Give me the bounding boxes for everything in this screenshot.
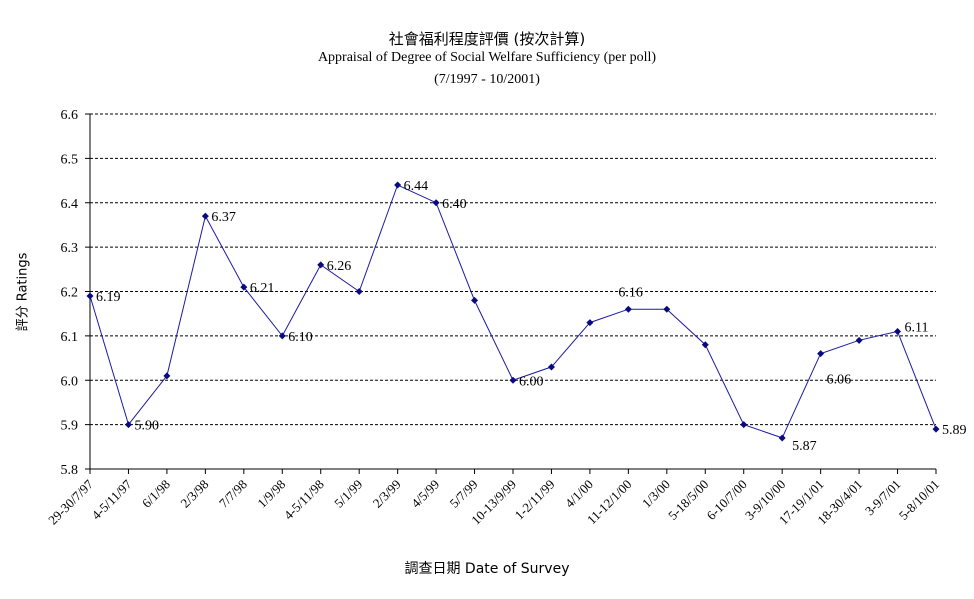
- data-point: [894, 327, 902, 335]
- data-label: 6.37: [211, 210, 236, 225]
- data-point: [471, 296, 479, 304]
- y-tick-label: 6.6: [61, 108, 79, 123]
- y-tick-label: 6.5: [61, 152, 79, 167]
- data-point: [240, 283, 248, 291]
- data-label: 6.06: [827, 373, 852, 388]
- x-tick-label: 5-18/5/00: [665, 477, 711, 523]
- y-tick-label: 5.9: [61, 419, 79, 434]
- data-labels: 6.19 5.90 6.37 6.21 6.10 6.26 6.44 6.40 6.00 6.16…: [96, 179, 967, 454]
- x-tick-label: 4/5/99: [408, 477, 442, 511]
- data-label: 6.10: [288, 330, 313, 345]
- data-point: [932, 425, 940, 433]
- x-tick-label: 1-2/11/99: [512, 477, 558, 523]
- data-point: [163, 372, 171, 380]
- y-tick-label: 6.3: [61, 241, 79, 256]
- data-point: [278, 332, 286, 340]
- data-point: [778, 434, 786, 442]
- data-point: [509, 376, 517, 384]
- data-point: [86, 292, 94, 300]
- data-point: [624, 305, 632, 313]
- data-point: [547, 363, 555, 371]
- x-tick-label: 5/7/99: [447, 477, 481, 511]
- x-tick-label: 1/3/00: [639, 477, 673, 511]
- data-point: [124, 421, 132, 429]
- x-tick-label: 6/1/98: [139, 477, 173, 511]
- y-tick-label: 6.2: [61, 286, 79, 301]
- x-axis-label: 調查日期 Date of Survey: [404, 561, 570, 577]
- chart-title: 社會福利程度評價 (按次計算): [388, 30, 586, 48]
- data-point: [394, 181, 402, 189]
- x-tick-label: 1/9/98: [254, 477, 288, 511]
- chart-date-range: (7/1997 - 10/2001): [434, 72, 540, 87]
- x-tick-label: 7/7/98: [216, 477, 250, 511]
- x-tick-label: 6-10/7/00: [703, 477, 749, 523]
- data-point: [355, 288, 363, 295]
- data-point: [817, 350, 825, 358]
- data-point: [317, 261, 325, 269]
- x-tick-label: 2/3/98: [177, 477, 211, 511]
- y-tick-label: 6.1: [61, 330, 79, 345]
- y-tick-label: 6.4: [61, 197, 79, 212]
- series-ratings: [86, 181, 940, 442]
- gridlines: [90, 113, 936, 426]
- axes: [85, 113, 937, 474]
- y-tick-label: 5.8: [61, 463, 79, 478]
- data-point: [432, 199, 440, 207]
- data-label: 5.90: [134, 419, 159, 434]
- data-point: [701, 341, 709, 349]
- data-label: 6.11: [905, 320, 929, 335]
- data-label: 5.89: [942, 423, 967, 438]
- data-label: 6.16: [618, 285, 643, 300]
- x-tick-label: 4/1/00: [562, 477, 596, 511]
- data-label: 6.19: [96, 290, 121, 305]
- data-label: 6.26: [327, 259, 352, 274]
- x-tick-labels: 29-30/7/974-5/11/97 6/1/98 2/3/98 7/7/98 1/9…: [45, 476, 942, 527]
- data-label: 5.87: [792, 439, 817, 454]
- x-tick-label: 4-5/11/97: [89, 476, 135, 522]
- x-tick-label: 5-8/10/01: [896, 477, 942, 523]
- data-point: [663, 305, 671, 313]
- data-point: [586, 319, 594, 327]
- x-tick-label: 2/3/99: [370, 477, 404, 511]
- y-tick-label: 6.0: [61, 374, 79, 389]
- data-label: 6.40: [442, 197, 467, 212]
- y-axis-label: 評分 Ratings: [15, 252, 31, 332]
- x-tick-label: 29-30/7/97: [45, 476, 96, 527]
- y-tick-labels: 6.6 6.5 6.4 6.3 6.2 6.1 6.0 5.9 5.8: [61, 108, 79, 478]
- chart-subtitle: Appraisal of Degree of Social Welfare Su…: [317, 50, 657, 65]
- data-point: [740, 421, 748, 429]
- data-point: [855, 336, 863, 344]
- x-tick-label: 4-5/11/98: [281, 477, 327, 523]
- data-label: 6.21: [250, 281, 275, 296]
- data-label: 6.44: [404, 179, 429, 194]
- data-label: 6.00: [519, 374, 544, 389]
- data-point: [201, 212, 209, 220]
- x-tick-label: 5/1/99: [331, 477, 365, 511]
